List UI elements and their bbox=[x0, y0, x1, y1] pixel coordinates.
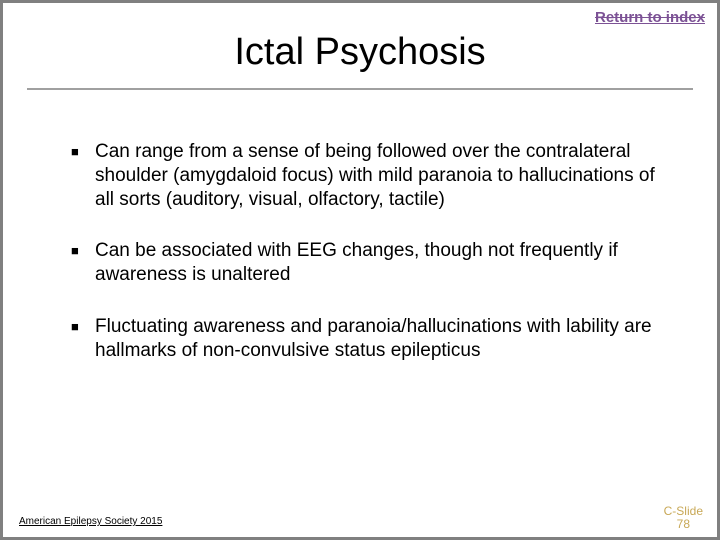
bullet-item: ■ Can be associated with EEG changes, th… bbox=[63, 239, 657, 287]
bullet-marker-icon: ■ bbox=[71, 239, 83, 263]
bullet-item: ■ Fluctuating awareness and paranoia/hal… bbox=[63, 315, 657, 363]
content-area: ■ Can range from a sense of being follow… bbox=[3, 90, 717, 362]
return-to-index-link[interactable]: Return to index bbox=[595, 9, 705, 26]
bullet-text: Fluctuating awareness and paranoia/hallu… bbox=[95, 315, 657, 363]
footer-source: American Epilepsy Society 2015 bbox=[19, 516, 162, 527]
slide-frame: Return to index Ictal Psychosis ■ Can ra… bbox=[0, 0, 720, 540]
footer-slide-number: C-Slide 78 bbox=[664, 505, 703, 531]
bullet-text: Can range from a sense of being followed… bbox=[95, 140, 657, 211]
bullet-text: Can be associated with EEG changes, thou… bbox=[95, 239, 657, 287]
slide-title: Ictal Psychosis bbox=[3, 31, 717, 74]
bullet-marker-icon: ■ bbox=[71, 140, 83, 164]
bullet-marker-icon: ■ bbox=[71, 315, 83, 339]
bullet-item: ■ Can range from a sense of being follow… bbox=[63, 140, 657, 211]
footer-slide-page: 78 bbox=[664, 518, 703, 531]
footer-slide-label: C-Slide bbox=[664, 505, 703, 518]
